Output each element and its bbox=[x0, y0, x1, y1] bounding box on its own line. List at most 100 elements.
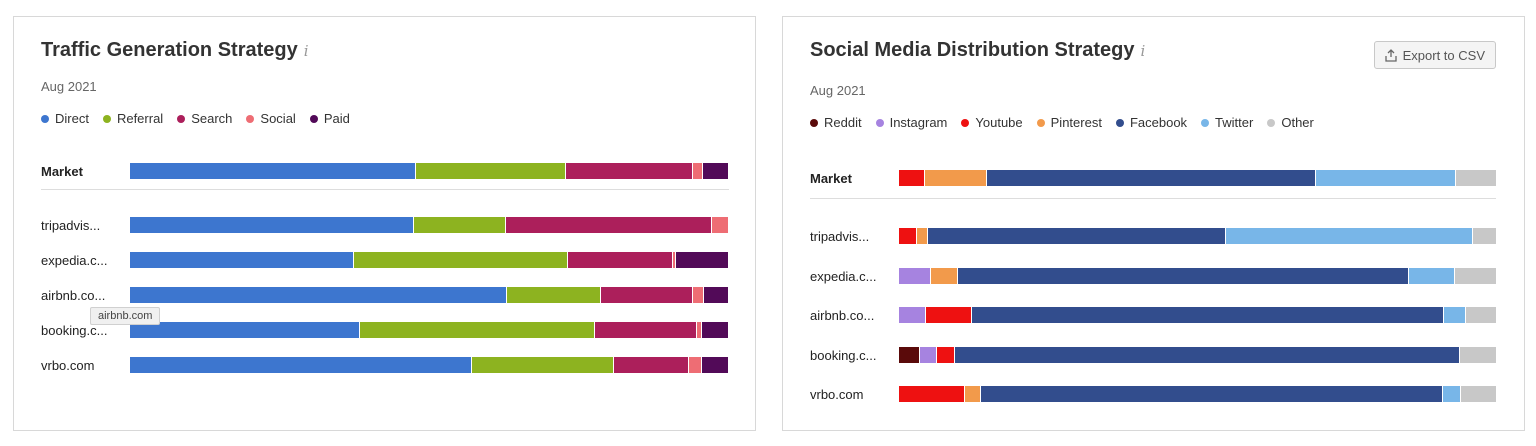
bar-segment-reddit[interactable] bbox=[899, 347, 920, 363]
bar-segment-direct[interactable] bbox=[130, 357, 473, 373]
bar-segment-referral[interactable] bbox=[415, 163, 566, 179]
legend-item[interactable]: Social bbox=[246, 111, 296, 126]
bar-segment-facebook[interactable] bbox=[972, 307, 1445, 323]
bar-segment-search[interactable] bbox=[595, 322, 698, 338]
bar-segment-paid[interactable] bbox=[702, 357, 728, 373]
bar-segment-pinterest[interactable] bbox=[916, 228, 928, 244]
bar-segment-search[interactable] bbox=[567, 252, 673, 268]
bar-segment-social[interactable] bbox=[693, 163, 704, 179]
bar-segment-referral[interactable] bbox=[506, 287, 602, 303]
bar-segment-paid[interactable] bbox=[675, 252, 728, 268]
legend-label: Twitter bbox=[1215, 115, 1254, 130]
info-icon[interactable]: i bbox=[1140, 42, 1146, 60]
bar-segment-youtube[interactable] bbox=[936, 347, 955, 363]
bar-segment-social[interactable] bbox=[711, 217, 728, 233]
chart-legend: Reddit Instagram Youtube Pinterest Facebook T… bbox=[810, 115, 1314, 130]
bar-segment-direct[interactable] bbox=[130, 287, 507, 303]
bar-segment-search[interactable] bbox=[601, 287, 694, 303]
bar-segment-referral[interactable] bbox=[354, 252, 568, 268]
bar-segment-referral[interactable] bbox=[414, 217, 507, 233]
bar-segment-search[interactable] bbox=[613, 357, 690, 373]
bar-segment-pinterest[interactable] bbox=[965, 386, 981, 402]
bar-segment-paid[interactable] bbox=[702, 322, 728, 338]
bar-segment-twitter[interactable] bbox=[1442, 386, 1462, 402]
bar-segment-search[interactable] bbox=[506, 217, 712, 233]
bar-segment-paid[interactable] bbox=[703, 163, 728, 179]
bar-segment-instagram[interactable] bbox=[899, 268, 932, 284]
bar-segment-direct[interactable] bbox=[130, 322, 361, 338]
domain-label: tripadvis... bbox=[41, 218, 101, 233]
bar-segment-other[interactable] bbox=[1466, 307, 1496, 323]
bar-segment-social[interactable] bbox=[672, 252, 676, 268]
stacked-bar[interactable] bbox=[130, 252, 728, 268]
bar-segment-instagram[interactable] bbox=[919, 347, 937, 363]
legend-item[interactable]: Facebook bbox=[1115, 115, 1187, 130]
legend-item[interactable]: Twitter bbox=[1201, 115, 1253, 130]
domain-label: vrbo.com bbox=[41, 358, 95, 373]
stacked-bar[interactable] bbox=[130, 163, 728, 179]
bar-segment-social[interactable] bbox=[689, 357, 703, 373]
bar-segment-facebook[interactable] bbox=[954, 347, 1461, 363]
bar-segment-twitter[interactable] bbox=[1316, 170, 1456, 186]
bar-segment-facebook[interactable] bbox=[957, 268, 1409, 284]
stacked-bar[interactable] bbox=[899, 386, 1496, 402]
traffic-generation-panel: Traffic Generation Strategy i Aug 2021 Di… bbox=[13, 16, 756, 431]
legend-item[interactable]: Paid bbox=[309, 111, 350, 126]
domain-label: tripadvis... bbox=[810, 229, 870, 244]
bar-segment-social[interactable] bbox=[697, 322, 703, 338]
bar-segment-other[interactable] bbox=[1454, 268, 1496, 284]
bar-segment-youtube[interactable] bbox=[899, 386, 966, 402]
legend-item[interactable]: Direct bbox=[41, 111, 89, 126]
bar-segment-direct[interactable] bbox=[130, 252, 355, 268]
bar-segment-youtube[interactable] bbox=[899, 170, 925, 186]
stacked-bar[interactable] bbox=[130, 217, 728, 233]
stacked-bar[interactable] bbox=[130, 322, 728, 338]
domain-label: vrbo.com bbox=[810, 387, 864, 402]
bar-segment-instagram[interactable] bbox=[899, 307, 926, 323]
bar-segment-other[interactable] bbox=[1473, 228, 1496, 244]
bar-segment-facebook[interactable] bbox=[987, 170, 1317, 186]
bar-segment-facebook[interactable] bbox=[980, 386, 1443, 402]
stacked-bar[interactable] bbox=[899, 347, 1496, 363]
bar-segment-pinterest[interactable] bbox=[931, 268, 958, 284]
legend-item[interactable]: Other bbox=[1267, 115, 1314, 130]
legend-label: Other bbox=[1281, 115, 1314, 130]
bar-segment-social[interactable] bbox=[693, 287, 705, 303]
bar-segment-pinterest[interactable] bbox=[924, 170, 988, 186]
bar-segment-direct[interactable] bbox=[130, 163, 416, 179]
bar-segment-direct[interactable] bbox=[130, 217, 415, 233]
legend-item[interactable]: Referral bbox=[102, 111, 163, 126]
bar-segment-twitter[interactable] bbox=[1226, 228, 1474, 244]
legend-item[interactable]: Search bbox=[177, 111, 232, 126]
legend-item[interactable]: Reddit bbox=[810, 115, 862, 130]
legend-swatch bbox=[875, 118, 884, 127]
legend-label: Paid bbox=[323, 111, 350, 126]
stacked-bar[interactable] bbox=[130, 357, 728, 373]
bar-segment-youtube[interactable] bbox=[899, 228, 917, 244]
stacked-bar[interactable] bbox=[899, 228, 1496, 244]
stacked-bar[interactable] bbox=[130, 287, 728, 303]
stacked-bar[interactable] bbox=[899, 170, 1496, 186]
bar-segment-search[interactable] bbox=[565, 163, 694, 179]
bar-segment-other[interactable] bbox=[1460, 347, 1496, 363]
info-icon[interactable]: i bbox=[303, 42, 309, 60]
stacked-bar[interactable] bbox=[899, 268, 1496, 284]
bar-segment-twitter[interactable] bbox=[1444, 307, 1467, 323]
legend-item[interactable]: Instagram bbox=[875, 115, 947, 130]
legend-swatch bbox=[102, 114, 111, 123]
export-csv-button[interactable]: Export to CSV bbox=[1373, 41, 1496, 69]
bar-segment-other[interactable] bbox=[1455, 170, 1496, 186]
bar-segment-facebook[interactable] bbox=[927, 228, 1227, 244]
bar-segment-youtube[interactable] bbox=[925, 307, 973, 323]
divider bbox=[810, 198, 1496, 199]
bar-segment-twitter[interactable] bbox=[1408, 268, 1455, 284]
legend-item[interactable]: Pinterest bbox=[1036, 115, 1102, 130]
stacked-bar[interactable] bbox=[899, 307, 1496, 323]
social-title-text: Social Media Distribution Strategy bbox=[810, 39, 1135, 61]
bar-segment-referral[interactable] bbox=[360, 322, 596, 338]
bar-segment-referral[interactable] bbox=[472, 357, 614, 373]
bar-segment-paid[interactable] bbox=[704, 287, 728, 303]
bar-segment-other[interactable] bbox=[1461, 386, 1496, 402]
domain-label: expedia.c... bbox=[810, 269, 877, 284]
legend-item[interactable]: Youtube bbox=[961, 115, 1023, 130]
